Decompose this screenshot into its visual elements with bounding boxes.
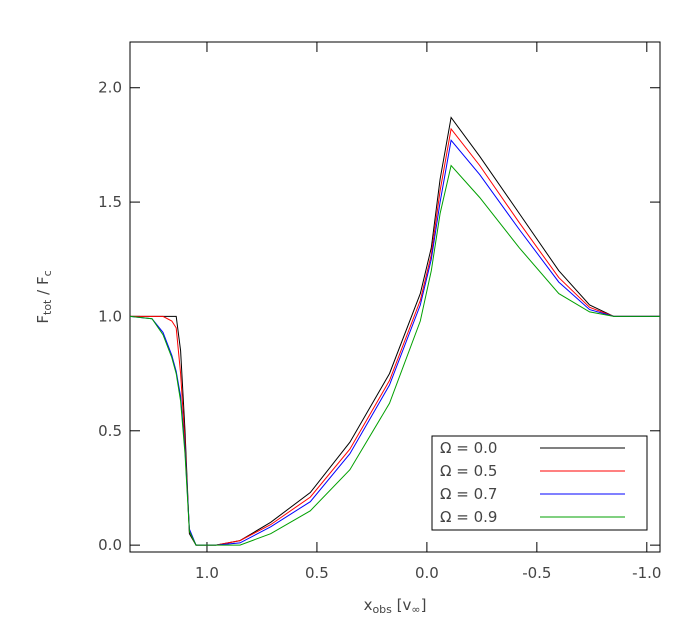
x-axis-title: xobs [v∞] [364, 596, 427, 616]
legend-label: Ω = 0.9 [440, 508, 497, 526]
legend-label: Ω = 0.0 [440, 439, 497, 457]
y-axis-title: Ftot / Fc [34, 270, 54, 323]
y-tick-label: 0.0 [98, 536, 122, 554]
plot-frame [129, 41, 661, 553]
x-axis-title-part: ] [421, 596, 427, 614]
series-line [129, 164, 660, 546]
x-axis-title-part: ∞ [411, 603, 420, 616]
series-line [130, 116, 660, 546]
series-line [129, 139, 660, 546]
y-axis-title-part: c [41, 270, 54, 276]
y-axis-title-part: F [34, 315, 52, 324]
x-tick-label: -0.5 [522, 564, 551, 582]
x-axis-title-part: [v [392, 596, 412, 614]
y-tick-label: 2.0 [98, 79, 122, 97]
y-axis-title-part: tot [41, 299, 54, 315]
y-axis-title-part: / F [34, 276, 52, 299]
series-line [130, 127, 660, 546]
x-tick-label: 0.5 [305, 564, 329, 582]
legend-label: Ω = 0.5 [440, 462, 497, 480]
x-axis-title-part: obs [372, 603, 392, 616]
x-axis-title-part: x [364, 596, 373, 614]
x-tick-label: -1.0 [632, 564, 661, 582]
y-tick-label: 1.0 [98, 307, 122, 325]
x-tick-label: 0.0 [415, 564, 439, 582]
y-tick-label: 1.5 [98, 193, 122, 211]
legend-box [431, 435, 648, 531]
y-tick-label: 0.5 [98, 422, 122, 440]
x-tick-label: 1.0 [195, 564, 219, 582]
legend-label: Ω = 0.7 [440, 485, 497, 503]
